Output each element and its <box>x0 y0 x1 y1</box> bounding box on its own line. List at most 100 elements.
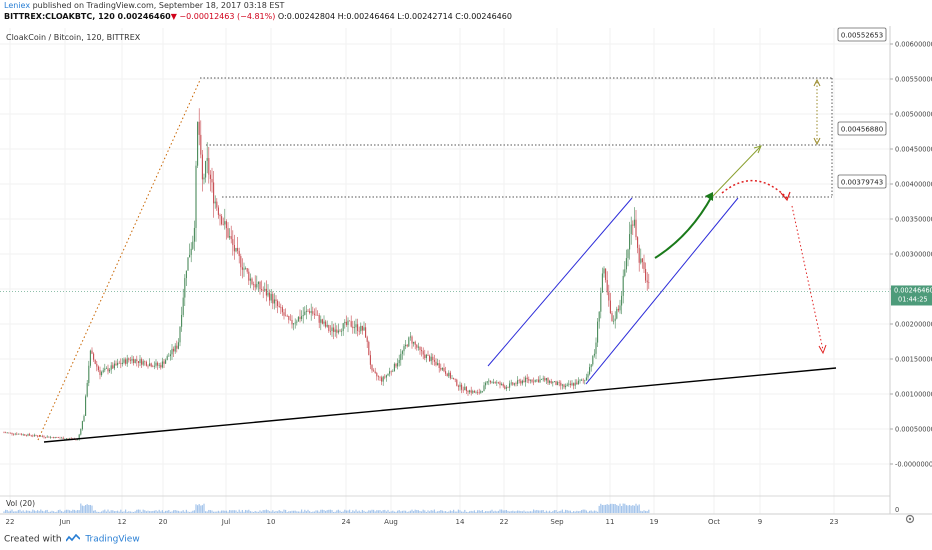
volume-bar <box>302 511 304 513</box>
volume-bar <box>25 510 27 513</box>
candle-body <box>534 379 536 382</box>
candle-body <box>318 315 320 323</box>
candle-body <box>544 378 546 381</box>
tradingview-brand[interactable]: TradingView <box>85 534 140 545</box>
volume-bar <box>467 511 469 513</box>
time-tick-label: 22 <box>500 518 509 526</box>
volume-bar <box>57 510 59 513</box>
candle-body <box>217 207 219 215</box>
volume-bar <box>547 511 549 513</box>
candle-body <box>605 268 607 280</box>
volume-bar <box>448 511 450 513</box>
target-line[interactable] <box>712 146 761 197</box>
time-tick-label: Aug <box>384 518 398 526</box>
candle-body <box>616 308 618 319</box>
bearish-drop-line[interactable] <box>791 205 824 351</box>
candle-body <box>432 356 434 361</box>
bullish-arrow[interactable] <box>654 195 713 259</box>
volume-bar <box>105 511 107 513</box>
volume-bar <box>592 511 594 513</box>
candle-body <box>181 314 183 327</box>
volume-bar <box>411 509 413 513</box>
volume-bar <box>187 511 189 513</box>
volume-bar <box>144 510 146 513</box>
candle-body <box>185 270 187 279</box>
volume-bar <box>331 510 333 513</box>
candle-body <box>313 313 315 315</box>
volume-bar <box>16 511 18 513</box>
volume-bar <box>601 505 603 513</box>
volume-bar <box>299 511 301 513</box>
volume-bar <box>437 511 439 513</box>
support-trendline[interactable] <box>43 367 837 443</box>
candle-body <box>257 281 259 285</box>
candle-body <box>299 317 301 320</box>
volume-bar <box>478 510 480 513</box>
candle-body <box>521 380 523 384</box>
volume-bar <box>504 510 506 513</box>
volume-bar <box>589 510 591 513</box>
volume-bar <box>297 511 299 513</box>
volume-bar <box>393 511 395 513</box>
volume-bar <box>385 511 387 513</box>
candle-body <box>518 380 520 381</box>
candle-body <box>203 177 205 180</box>
level-label-high-box[interactable] <box>837 27 887 42</box>
volume-bar <box>280 510 282 513</box>
volume-bar <box>536 509 538 513</box>
volume-bar <box>233 510 235 513</box>
candle-body <box>424 354 426 359</box>
candle-body <box>491 382 493 383</box>
volume-bar <box>158 509 160 513</box>
candle-body <box>541 379 543 380</box>
candle-body <box>8 432 10 434</box>
volume-bar <box>489 510 491 513</box>
candle-body <box>262 290 264 291</box>
candle-body <box>467 390 469 393</box>
time-tick-label: Jul <box>221 518 231 526</box>
candle-body <box>13 433 15 435</box>
volume-bar <box>432 510 434 513</box>
pump-trend-line[interactable] <box>37 79 201 441</box>
volume-bar <box>216 511 218 513</box>
candle-body <box>323 321 325 324</box>
candle-body <box>446 373 448 377</box>
candle-body <box>229 236 231 238</box>
candle-body <box>637 237 639 248</box>
price-tick-label: 0.00400000 <box>895 181 932 189</box>
candle-body <box>497 382 499 383</box>
volume-bar <box>384 509 386 513</box>
candle-body <box>438 363 440 369</box>
volume-bar <box>582 509 584 513</box>
volume-bar <box>201 505 203 513</box>
settings-gear-icon[interactable] <box>905 514 915 524</box>
author-link[interactable]: Leniex <box>4 1 31 10</box>
candle-body <box>277 300 279 307</box>
volume-bar <box>86 504 88 513</box>
level-label-mid-box[interactable] <box>837 121 887 136</box>
candle-body <box>241 267 243 270</box>
chart-area[interactable]: 0.00600000 0.00550000 0.00500000 0.00450000… <box>0 26 932 526</box>
volume-bar <box>264 510 266 513</box>
channel-lower-line[interactable] <box>585 197 739 385</box>
candle-body <box>635 219 637 238</box>
channel-upper-line[interactable] <box>487 197 633 367</box>
candle-body <box>593 353 595 356</box>
candle-body <box>358 330 360 332</box>
volume-bar <box>608 504 610 513</box>
candle-body <box>27 434 29 436</box>
candle-body <box>230 236 232 240</box>
volume-bar <box>195 504 197 513</box>
candle-body <box>67 438 69 440</box>
volume-bar <box>294 510 296 513</box>
ohlc-values: O:0.00242804 H:0.00246464 L:0.00242714 C… <box>275 12 512 21</box>
candle-body <box>286 315 288 317</box>
level-label-low-box[interactable] <box>837 174 887 189</box>
volume-bar <box>473 510 475 513</box>
price-chart[interactable]: 0.00600000 0.00550000 0.00500000 0.00450000… <box>0 26 932 526</box>
candle-body <box>216 201 218 208</box>
volume-bar <box>353 511 355 513</box>
volume-bar <box>93 510 95 513</box>
volume-bar <box>459 510 461 513</box>
candle-body <box>590 364 592 368</box>
